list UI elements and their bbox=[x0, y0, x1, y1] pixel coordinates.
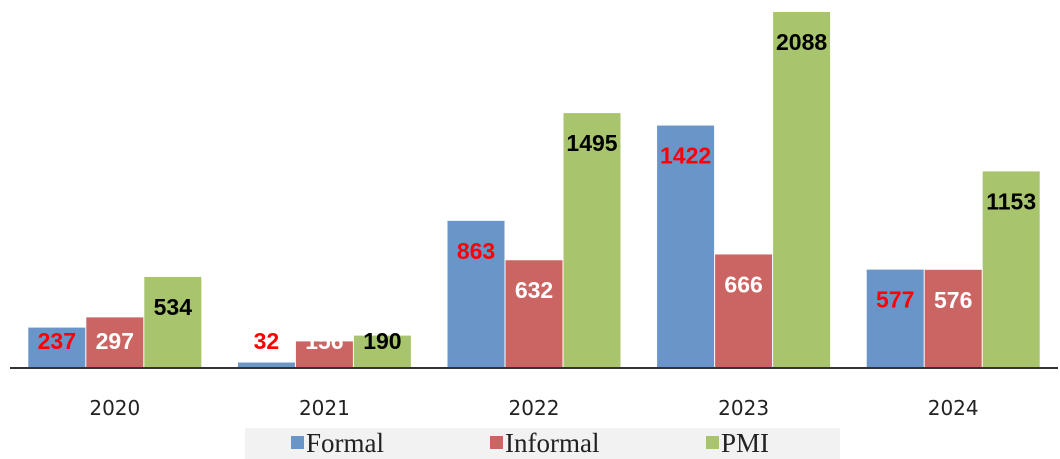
data-label: 297 bbox=[96, 328, 134, 354]
bar bbox=[563, 113, 621, 368]
bar bbox=[657, 125, 715, 368]
bar bbox=[866, 269, 924, 368]
legend-background bbox=[245, 428, 840, 459]
data-label: 632 bbox=[515, 277, 553, 303]
bar bbox=[237, 362, 295, 368]
bar bbox=[86, 317, 144, 368]
legend-label: Formal bbox=[306, 428, 384, 458]
x-tick-label: 2022 bbox=[509, 396, 560, 420]
bar bbox=[295, 341, 353, 368]
data-label: 577 bbox=[876, 287, 914, 313]
data-label: 863 bbox=[457, 238, 495, 264]
data-label: 190 bbox=[363, 328, 401, 354]
data-label: 237 bbox=[38, 328, 76, 354]
data-label: 1422 bbox=[660, 143, 711, 169]
bar bbox=[982, 171, 1040, 368]
data-label: 1153 bbox=[986, 188, 1036, 214]
bar bbox=[353, 335, 411, 368]
legend-swatch bbox=[706, 436, 719, 449]
bar bbox=[924, 269, 982, 368]
data-label: 156 bbox=[305, 328, 343, 354]
x-tick-label: 2021 bbox=[299, 396, 350, 420]
legend-swatch bbox=[490, 436, 503, 449]
legend-label: Informal bbox=[505, 428, 599, 458]
data-label: 534 bbox=[154, 294, 193, 320]
data-label: 1495 bbox=[566, 130, 617, 156]
bar bbox=[28, 327, 86, 368]
bar bbox=[715, 254, 773, 368]
bar bbox=[144, 276, 202, 368]
legend-swatch bbox=[291, 436, 304, 449]
bar bbox=[505, 260, 563, 368]
data-label: 2088 bbox=[776, 29, 827, 55]
x-tick-label: 2023 bbox=[718, 396, 769, 420]
x-tick-label: 2024 bbox=[928, 396, 979, 420]
x-tick-label: 2020 bbox=[89, 396, 140, 420]
bar bbox=[773, 12, 831, 368]
data-label: 666 bbox=[724, 271, 762, 297]
legend-label: PMI bbox=[721, 428, 769, 458]
data-label: 576 bbox=[934, 287, 972, 313]
bar bbox=[447, 220, 505, 368]
data-label: 32 bbox=[254, 328, 280, 354]
